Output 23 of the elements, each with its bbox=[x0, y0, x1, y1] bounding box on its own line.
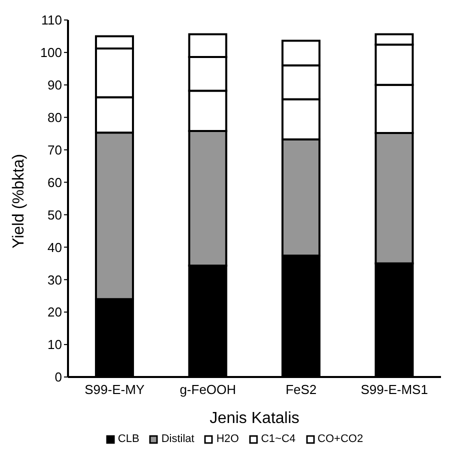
y-tick-label: 0 bbox=[54, 370, 62, 385]
y-tick-label: 60 bbox=[48, 174, 62, 190]
y-tick-label: 90 bbox=[48, 78, 62, 93]
legend-label: CO+CO2 bbox=[318, 433, 364, 445]
legend-label: Distilat bbox=[161, 433, 194, 445]
y-tick-label: 10 bbox=[48, 337, 62, 352]
y-tick-label: 50 bbox=[48, 207, 62, 222]
y-tick-label: 100 bbox=[40, 45, 62, 60]
x-tick-label: S99-E-MS1 bbox=[360, 382, 428, 398]
y-axis-title: Yield (%bkta) bbox=[10, 154, 28, 248]
y-tick-label: 80 bbox=[48, 110, 62, 125]
legend-label: C1~C4 bbox=[260, 433, 296, 445]
y-tick-label: 20 bbox=[48, 304, 62, 320]
x-tick-label: S99-E-MY bbox=[84, 382, 145, 398]
x-tick-label: g-FeOOH bbox=[180, 382, 236, 398]
y-tick-label: 30 bbox=[48, 272, 62, 288]
x-tick-label: FeS2 bbox=[286, 382, 317, 398]
y-tick-label: 40 bbox=[48, 240, 62, 255]
y-tick-label: 110 bbox=[41, 12, 62, 28]
legend-label: CLB bbox=[118, 433, 140, 445]
y-tick-label: 70 bbox=[48, 142, 62, 158]
legend-label: H2O bbox=[216, 433, 239, 445]
x-axis-title: Jenis Katalis bbox=[210, 410, 300, 427]
